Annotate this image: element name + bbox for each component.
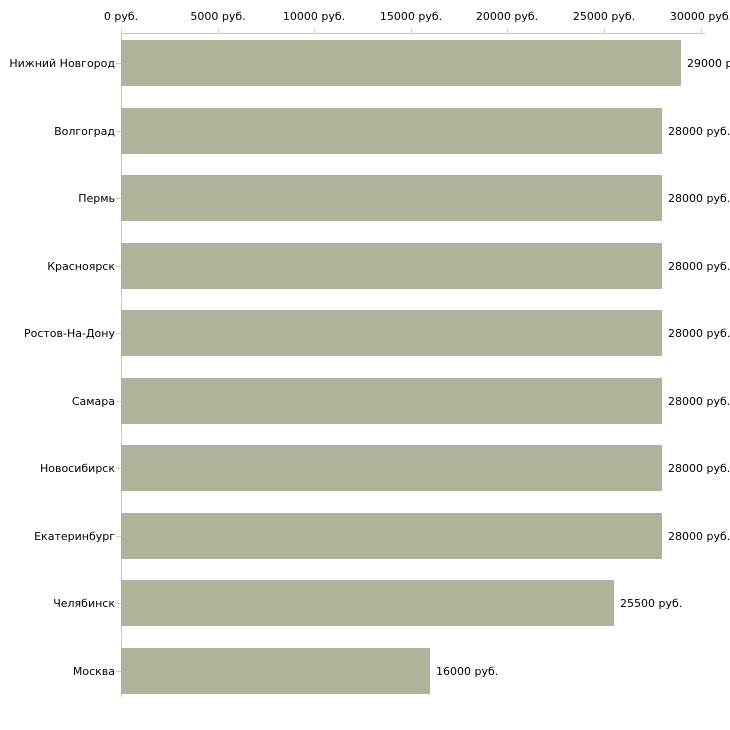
x-tick-mark [507,29,508,34]
category-label: Красноярск [47,259,115,273]
value-label: 28000 руб. [668,529,730,543]
value-label: 25500 руб. [620,596,683,610]
x-tick-mark [121,29,122,34]
x-tick-label: 15000 руб. [379,10,443,23]
bar [121,580,614,626]
x-tick-mark [218,29,219,34]
value-label: 28000 руб. [668,394,730,408]
bar [121,513,662,559]
x-tick-mark [604,29,605,34]
x-tick-label: 5000 руб. [190,10,246,23]
category-label: Москва [72,664,115,678]
y-axis-line [121,33,122,697]
value-label: 16000 руб. [436,664,499,678]
y-tick-mark [116,401,121,402]
y-tick-mark [116,131,121,132]
category-label: Пермь [78,191,115,205]
x-tick-mark [314,29,315,34]
bar [121,40,681,86]
y-tick-mark [116,198,121,199]
bar [121,378,662,424]
x-tick-label: 25000 руб. [572,10,636,23]
category-label: Екатеринбург [34,529,115,543]
y-tick-mark [116,671,121,672]
value-label: 28000 руб. [668,461,730,475]
category-label: Самара [71,394,115,408]
y-tick-mark [116,603,121,604]
value-label: 29000 руб. [687,56,730,70]
bar [121,108,662,154]
x-tick-label: 0 руб. [103,10,139,23]
x-tick-label: 30000 руб. [669,10,730,23]
y-tick-mark [116,266,121,267]
x-tick-mark [701,29,702,34]
value-label: 28000 руб. [668,191,730,205]
y-tick-mark [116,468,121,469]
category-label: Волгоград [54,124,115,138]
y-tick-mark [116,63,121,64]
y-tick-mark [116,333,121,334]
bar [121,445,662,491]
bar [121,175,662,221]
x-axis-line [121,33,705,34]
x-tick-mark [411,29,412,34]
x-tick-label: 10000 руб. [282,10,346,23]
value-label: 28000 руб. [668,326,730,340]
value-label: 28000 руб. [668,259,730,273]
value-label: 28000 руб. [668,124,730,138]
bar [121,243,662,289]
x-tick-label: 20000 руб. [475,10,539,23]
bar [121,310,662,356]
bar [121,648,430,694]
category-label: Нижний Новгород [9,56,115,70]
category-label: Челябинск [53,596,115,610]
category-label: Ростов-На-Дону [23,326,115,340]
category-label: Новосибирск [39,461,115,475]
y-tick-mark [116,536,121,537]
